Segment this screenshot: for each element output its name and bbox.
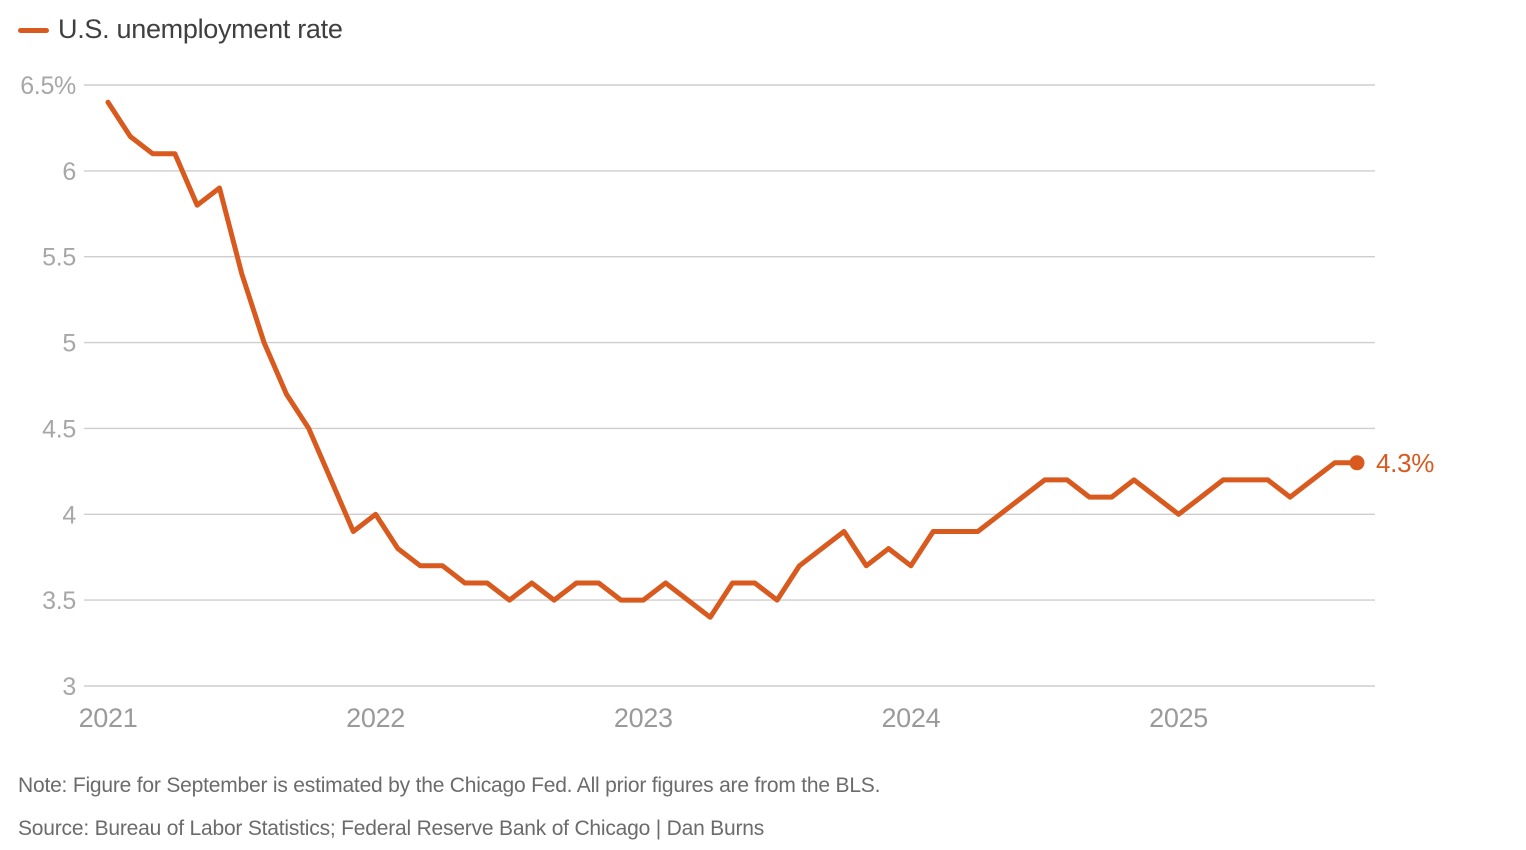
x-axis-tick-label: 2021 [79,703,138,733]
x-axis-tick-label: 2023 [614,703,673,733]
latest-point-marker [1349,455,1365,471]
y-axis-tick-label: 3 [62,673,76,701]
y-axis-tick-label: 5 [62,330,76,358]
source-text: Source: Bureau of Labor Statistics; Fede… [18,817,765,840]
y-axis-tick-label: 5.5 [42,244,76,272]
latest-value-label: 4.3% [1376,448,1434,478]
y-axis-tick-label: 4 [62,501,76,529]
x-axis-tick-label: 2024 [881,703,940,733]
y-axis-tick-label: 4.5 [42,415,76,443]
unemployment-rate-line [105,99,1360,620]
x-axis-tick-label: 2025 [1149,703,1208,733]
note-text: Note: Figure for September is estimated … [18,774,881,797]
y-axis-tick-label: 6 [62,158,76,186]
x-axis-tick-label: 2022 [346,703,405,733]
legend-label: U.S. unemployment rate [58,13,343,44]
y-axis-tick-label: 6.5% [20,72,76,100]
y-axis-tick-label: 3.5 [42,587,76,615]
legend: U.S. unemployment rate [18,12,343,46]
legend-line-swatch-icon [18,27,49,33]
